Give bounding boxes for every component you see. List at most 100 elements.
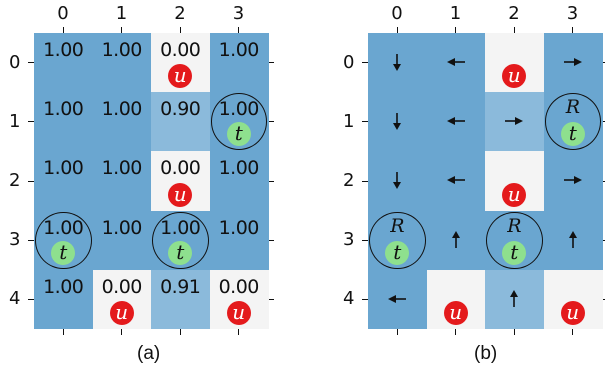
row-tick-mark-right [602,298,605,300]
cell-value: 1.00 [43,98,84,121]
arrow-down-icon [393,172,402,190]
grid-cell [485,92,544,152]
row-label: 1 [343,110,355,132]
col-label: 1 [449,3,462,24]
grid-cell [92,210,152,271]
grid-cell [426,33,486,93]
col-tick-mark [396,27,398,33]
col-tick-mark-bottom [238,329,240,335]
row-tick-mark [362,298,368,300]
col-label: 0 [391,3,403,24]
row-tick-mark-right [268,298,274,300]
row-tick-mark-right [268,121,274,123]
grid-cell [426,151,486,212]
reward-label: R [565,96,581,119]
cell-value: 1.00 [101,98,143,121]
cell-value: 1.00 [43,275,84,298]
arrow-right-icon [563,176,582,185]
arrow-up-icon [451,230,460,248]
arrow-right-icon [505,117,524,126]
cell-value: 0.00 [160,39,201,61]
arrow-left-icon [388,294,407,303]
row-tick-mark [28,239,34,241]
row-tick-mark-right [268,62,274,64]
row-tick-mark [362,121,368,123]
arrow-left-icon [446,58,465,66]
t-marker-icon: t [226,122,251,147]
arrow-up-icon [568,230,577,248]
cell-value: 1.00 [101,157,143,180]
grid-cell [209,33,269,93]
col-tick-mark-bottom [121,329,123,335]
row-tick-mark-right [602,180,605,182]
col-label: 3 [232,3,245,24]
t-marker-icon: t [560,122,585,147]
col-label: 1 [115,3,128,24]
col-label: 2 [174,3,186,24]
col-tick-mark [513,27,515,33]
target-ring [369,211,426,269]
panel-caption: (b) [474,343,498,364]
grid-cell [426,92,486,152]
row-label: 1 [9,110,21,132]
col-label: 3 [566,3,579,24]
col-tick-mark-bottom [513,329,515,335]
row-tick-mark [28,180,34,182]
cell-value: 1.00 [43,39,84,61]
cell-value: 0.00 [101,275,143,298]
grid-cell [34,92,93,152]
col-tick-mark [179,27,181,33]
cell-value: 0.91 [160,275,201,298]
grid-cell [543,151,603,212]
col-tick-mark [572,27,574,33]
cell-value: 0.90 [160,98,201,121]
col-label: 2 [508,3,520,24]
row-tick-mark-right [268,180,274,182]
t-marker-icon: t [51,240,76,265]
row-tick-mark [28,298,34,300]
grid-cell [151,92,210,152]
arrow-left-icon [446,117,465,126]
col-tick-mark [62,27,64,33]
grid-cell [34,151,93,212]
col-tick-mark-bottom [179,329,181,335]
target-ring [152,211,209,269]
u-marker-icon: u [226,301,251,325]
target-ring [544,93,601,151]
t-marker-icon: t [502,240,527,265]
grid-cell [151,269,210,330]
cell-value: 0.00 [160,157,201,180]
grid-cell [92,151,152,212]
row-label: 2 [9,170,21,191]
arrow-right-icon [563,58,582,66]
grid-cell [34,269,93,330]
row-label: 4 [9,288,21,310]
grid-cell [209,151,269,212]
col-tick-mark [455,27,457,33]
col-tick-mark-bottom [62,329,64,335]
row-tick-mark [28,62,34,64]
cell-value: 1.00 [101,39,143,61]
col-tick-mark-bottom [572,329,574,335]
row-label: 3 [9,229,21,251]
u-marker-icon: u [443,301,468,325]
row-tick-mark [362,239,368,241]
col-tick-mark-bottom [396,329,398,335]
target-ring [210,93,267,151]
u-marker-icon: u [502,182,527,207]
row-tick-mark-right [602,121,605,123]
col-tick-mark [238,27,240,33]
row-tick-mark-right [602,239,605,241]
col-tick-mark [121,27,123,33]
arrow-down-icon [393,113,402,131]
cell-value: 1.00 [218,216,260,239]
grid-cell [92,92,152,152]
target-ring [486,211,543,269]
cell-value: 1.00 [101,216,143,239]
row-label: 0 [9,51,21,73]
grid-cell [34,33,93,93]
row-label: 0 [343,51,355,73]
grid-cell [543,33,603,93]
u-marker-icon: u [109,301,134,325]
